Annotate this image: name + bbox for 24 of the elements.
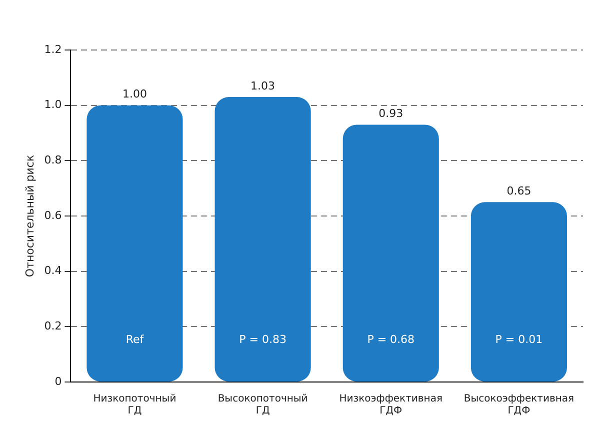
- x-tick-label: Высокопоточный ГД: [218, 394, 308, 417]
- y-tick-label: 1.0: [44, 98, 62, 112]
- annotation: P = 0.01: [495, 332, 543, 346]
- data-label: 0.65: [506, 184, 532, 198]
- bar: [86, 105, 183, 382]
- x-tick-label: Низкопоточный ГД: [93, 394, 176, 417]
- y-tick-label: 0.6: [44, 208, 62, 222]
- y-tick-label: 0.4: [44, 264, 62, 278]
- data-label: 1.00: [122, 88, 147, 101]
- annotation: Ref: [126, 332, 145, 346]
- y-tick-label: 1.2: [44, 42, 62, 56]
- y-tick-label: 0.8: [44, 154, 62, 167]
- y-tick-label: 0: [54, 374, 62, 388]
- data-label: 0.93: [378, 107, 404, 120]
- bar: [342, 124, 439, 382]
- annotation: P = 0.83: [239, 332, 286, 346]
- y-axis-title: Относительный риск: [23, 154, 36, 278]
- data-label: 1.03: [250, 79, 276, 92]
- y-tick-label: 0.2: [44, 320, 62, 333]
- bar: [470, 202, 567, 382]
- bar: [214, 97, 311, 382]
- annotation: P = 0.68: [367, 332, 415, 346]
- x-tick-label: Высокоэффективная ГДФ: [464, 394, 574, 417]
- x-tick-label: Низкоэффективная ГДФ: [339, 394, 442, 417]
